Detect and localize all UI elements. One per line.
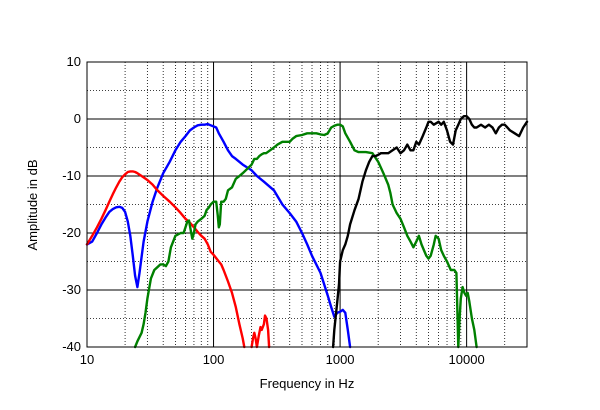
series-line-1	[85, 122, 352, 349]
series-line-3	[250, 314, 271, 349]
x-tick-label: 100	[203, 352, 225, 367]
series-line-5	[331, 115, 529, 349]
y-tick-label: 10	[67, 54, 81, 69]
x-tick-label: 10	[80, 352, 94, 367]
grid	[87, 62, 527, 347]
y-tick-label: -40	[62, 339, 81, 354]
x-axis-label: Frequency in Hz	[260, 376, 355, 391]
y-tick-label: 0	[74, 111, 81, 126]
y-tick-label: -20	[62, 225, 81, 240]
y-tick-label: -30	[62, 282, 81, 297]
x-tick-label: 1000	[326, 352, 355, 367]
plot-frame	[86, 61, 528, 348]
x-tick-label: 10000	[449, 352, 485, 367]
y-axis-label: Amplitude in dB	[25, 159, 40, 250]
series-line-4	[133, 123, 478, 349]
series-group	[85, 115, 529, 349]
series-line-2	[85, 170, 246, 349]
x-tick-labels: 10 100 1000 10000	[80, 352, 485, 367]
y-tick-label: -10	[62, 168, 81, 183]
y-tick-labels: 10 0 -10 -20 -30 -40	[62, 54, 81, 354]
